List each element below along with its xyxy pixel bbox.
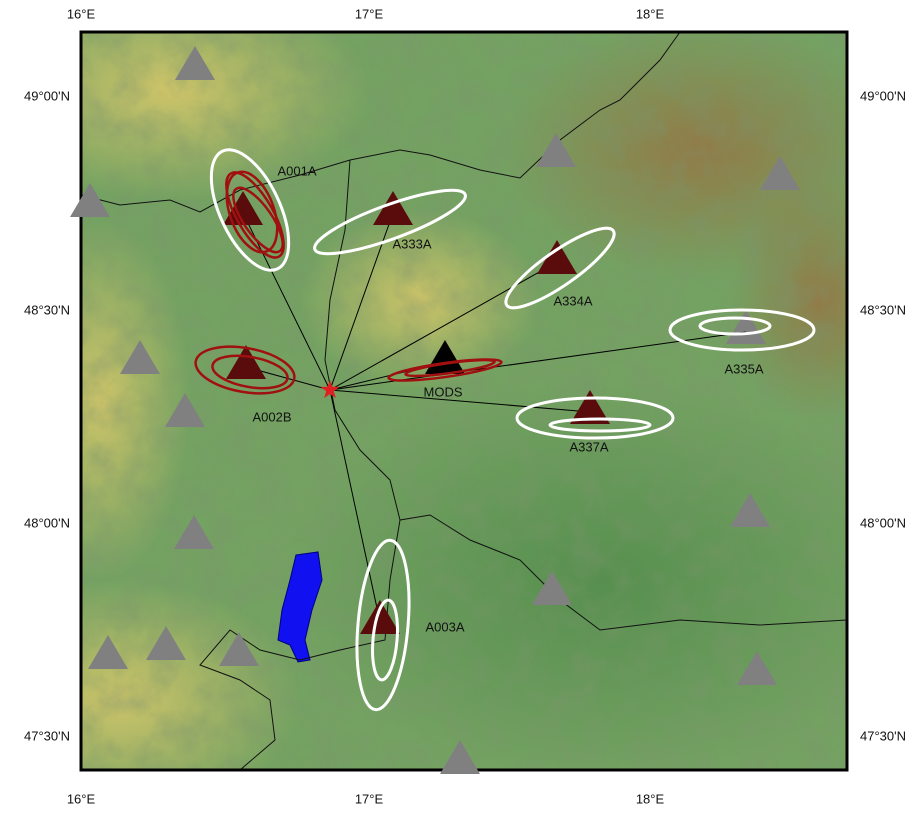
- x-axis-label: 18°E: [636, 6, 665, 21]
- station: [570, 390, 610, 424]
- uncertainty-ellipse: [504, 226, 616, 310]
- y-axis-label: 48°30'N: [24, 302, 70, 317]
- border: [81, 32, 681, 213]
- uncertainty-ellipse-red: [232, 186, 284, 254]
- station: [373, 191, 413, 225]
- station-label: A334A: [553, 293, 592, 308]
- uncertainty-ellipse-red: [225, 171, 285, 259]
- station-label: A003A: [425, 619, 464, 634]
- uncertainty-ellipse: [668, 308, 816, 352]
- uncertainty-ellipse: [355, 538, 411, 712]
- station-label: MODS: [424, 384, 463, 399]
- uncertainty-ellipse-red: [194, 345, 296, 395]
- station-gray: [70, 183, 110, 217]
- x-axis-label: 18°E: [636, 791, 665, 806]
- station-gray: [730, 493, 770, 527]
- station-label: A001A: [277, 163, 316, 178]
- station-gray: [219, 632, 259, 666]
- uncertainty-ellipse: [698, 316, 772, 336]
- station: [226, 345, 266, 379]
- x-axis-label: 17°E: [355, 791, 384, 806]
- station: [360, 600, 400, 634]
- ray: [329, 389, 381, 623]
- y-axis-label: 49°00'N: [24, 88, 70, 103]
- y-axis-label: 49°00'N: [860, 88, 906, 103]
- uncertainty-ellipse: [371, 598, 399, 682]
- x-axis-label: 17°E: [355, 6, 384, 21]
- y-axis-label: 47°30'N: [860, 728, 906, 743]
- y-axis-label: 47°30'N: [24, 728, 70, 743]
- station-label: A335A: [724, 361, 763, 376]
- uncertainty-ellipse-red: [211, 354, 289, 390]
- station-gray: [726, 310, 766, 344]
- station-label: A337A: [569, 439, 608, 454]
- x-axis-label: 16°E: [67, 791, 96, 806]
- epicenter-star: [320, 380, 340, 399]
- station-gray: [737, 651, 777, 685]
- ray: [329, 261, 558, 391]
- y-axis-label: 48°00'N: [24, 515, 70, 530]
- station-gray: [440, 740, 480, 774]
- uncertainty-ellipse: [515, 396, 675, 440]
- station-label: A002B: [252, 409, 291, 424]
- station-gray: [175, 46, 215, 80]
- uncertainty-ellipse: [548, 417, 652, 433]
- station: [223, 191, 263, 225]
- border: [324, 159, 847, 631]
- x-axis-label: 16°E: [67, 6, 96, 21]
- uncertainty-ellipse-red: [404, 358, 496, 378]
- station-gray: [174, 515, 214, 549]
- station-gray: [165, 393, 205, 427]
- uncertainty-ellipse: [313, 188, 467, 256]
- station-gray: [146, 626, 186, 660]
- lake: [277, 551, 323, 663]
- uncertainty-ellipse-red: [225, 170, 279, 254]
- station-gray: [536, 133, 576, 167]
- station-gray: [88, 635, 128, 669]
- y-axis-label: 48°00'N: [860, 515, 906, 530]
- station: [537, 240, 577, 274]
- station-gray: [120, 340, 160, 374]
- station-label: A333A: [392, 236, 431, 251]
- uncertainty-ellipse: [209, 148, 291, 272]
- station-gray: [532, 571, 572, 605]
- station-gray: [760, 156, 800, 190]
- y-axis-label: 48°30'N: [860, 302, 906, 317]
- ray: [329, 389, 591, 413]
